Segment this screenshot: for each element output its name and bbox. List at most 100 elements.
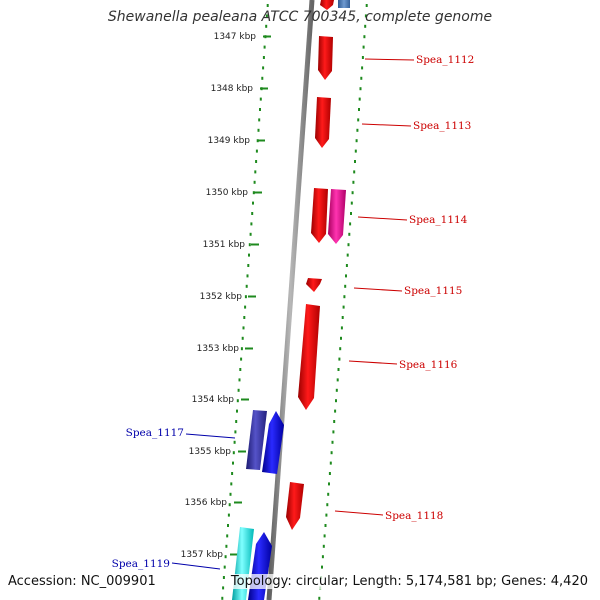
grid-dot bbox=[362, 45, 365, 49]
grid-dot bbox=[226, 534, 229, 538]
gene-label-spea-1114[interactable]: Spea_1114 bbox=[409, 214, 468, 226]
scale-tick: 1349 kbp bbox=[208, 136, 265, 146]
grid-dot bbox=[259, 97, 262, 101]
grid-dot bbox=[349, 222, 352, 226]
gene-label-spea-1116[interactable]: Spea_1116 bbox=[399, 359, 458, 371]
grid-dot bbox=[360, 76, 363, 80]
tick-label: 1354 kbp bbox=[192, 395, 235, 405]
grid-dot bbox=[263, 45, 266, 49]
grid-dot bbox=[248, 253, 250, 257]
grid-dot bbox=[241, 336, 244, 340]
grid-dot bbox=[225, 544, 228, 548]
grid-dot bbox=[346, 253, 349, 257]
gene-label-spea-1113[interactable]: Spea_1113 bbox=[413, 120, 471, 132]
grid-dot bbox=[333, 420, 336, 423]
grid-dot bbox=[262, 56, 265, 59]
grid-dot bbox=[340, 326, 343, 330]
grid-dot bbox=[352, 180, 355, 184]
gene-label-spea-1119[interactable]: Spea_1119 bbox=[112, 558, 170, 570]
gene-arrow-spea-1112[interactable] bbox=[318, 36, 333, 80]
grid-dot bbox=[365, 4, 368, 7]
grid-dot bbox=[238, 378, 241, 382]
grid-dot bbox=[335, 388, 338, 392]
scale-tick: 1350 kbp bbox=[206, 188, 262, 198]
grid-dot bbox=[251, 212, 254, 215]
scale-tick: 1352 kbp bbox=[200, 292, 256, 302]
grid-dot bbox=[236, 409, 238, 413]
tick-label: 1355 kbp bbox=[189, 447, 232, 457]
accession-text: Accession: NC_009901 bbox=[8, 574, 156, 589]
grid-dot bbox=[329, 461, 332, 465]
grid-dot bbox=[328, 472, 331, 475]
gene-label-spea-1115[interactable]: Spea_1115 bbox=[404, 285, 462, 297]
grid-dot bbox=[244, 305, 247, 309]
tick-label: 1356 kbp bbox=[185, 498, 228, 508]
grid-dot bbox=[252, 191, 255, 195]
grid-dot bbox=[244, 295, 247, 299]
grid-dot bbox=[353, 170, 356, 174]
grid-dot bbox=[357, 118, 360, 122]
grid-dot bbox=[258, 118, 261, 122]
topology-text: Topology: circular; Length: 5,174,581 bp… bbox=[228, 574, 590, 589]
callout-line bbox=[361, 123, 412, 127]
grid-dot bbox=[245, 284, 248, 288]
grid-dot bbox=[232, 451, 235, 455]
grid-dot bbox=[227, 524, 229, 527]
grid-dot bbox=[347, 243, 350, 247]
grid-dot bbox=[354, 149, 357, 153]
grid-dot bbox=[266, 4, 269, 7]
gene-arrow-spea-1117[interactable] bbox=[262, 411, 284, 474]
callout-line bbox=[171, 562, 221, 570]
gene-label-spea-1118[interactable]: Spea_1118 bbox=[385, 510, 443, 522]
grid-dot bbox=[253, 180, 256, 184]
grid-dot bbox=[345, 264, 348, 267]
grid-dot bbox=[252, 201, 254, 205]
grid-dot bbox=[229, 492, 232, 496]
grid-dot bbox=[328, 482, 330, 486]
grid-dot bbox=[240, 357, 243, 361]
grid-dot bbox=[259, 108, 261, 111]
gene-arrow-spea-1118[interactable] bbox=[286, 482, 304, 530]
gene-arrow-spea-1117a[interactable] bbox=[246, 410, 267, 470]
grid-dot bbox=[355, 139, 358, 143]
grid-dot bbox=[250, 222, 253, 226]
grid-dot bbox=[326, 503, 329, 507]
grid-dot bbox=[233, 440, 236, 444]
grid-dot bbox=[227, 513, 230, 517]
gene-label-spea-1112[interactable]: Spea_1112 bbox=[416, 54, 474, 66]
gene-arrow-spea-1115[interactable] bbox=[306, 278, 322, 292]
scale-tick: 1347 kbp bbox=[214, 32, 271, 42]
tick-label: 1351 kbp bbox=[203, 240, 246, 250]
tick-label: 1347 kbp bbox=[214, 32, 257, 42]
grid-dot bbox=[341, 316, 344, 319]
grid-dot bbox=[330, 451, 333, 455]
grid-dot bbox=[331, 440, 334, 444]
grid-dot bbox=[324, 524, 327, 527]
tick-label: 1348 kbp bbox=[211, 84, 254, 94]
grid-dot bbox=[222, 586, 225, 590]
tick-label: 1353 kbp bbox=[197, 344, 240, 354]
grid-dot bbox=[336, 378, 339, 382]
grid-dot bbox=[364, 24, 367, 28]
grid-dot bbox=[342, 305, 345, 309]
gene-label-spea-1117[interactable]: Spea_1117 bbox=[126, 427, 184, 439]
grid-dot bbox=[234, 430, 237, 434]
grid-dot bbox=[221, 596, 224, 600]
grid-dot bbox=[339, 347, 342, 351]
grid-dot bbox=[318, 596, 321, 600]
gene-arrow-steel[interactable] bbox=[338, 0, 350, 8]
grid-dot bbox=[361, 56, 364, 59]
gene-arrow-spea-1114b[interactable] bbox=[328, 189, 346, 244]
grid-dot bbox=[354, 160, 356, 163]
grid-dot bbox=[243, 316, 246, 319]
scale-tick: 1348 kbp bbox=[211, 84, 268, 94]
gene-arrow-spea-1111[interactable] bbox=[320, 0, 334, 10]
gene-arrow-spea-1114[interactable] bbox=[311, 188, 328, 243]
grid-dot bbox=[248, 243, 251, 247]
grid-dot bbox=[222, 576, 225, 579]
grid-dot bbox=[340, 336, 342, 340]
gene-arrow-spea-1113[interactable] bbox=[315, 97, 331, 148]
grid-dot bbox=[236, 399, 239, 403]
gene-arrow-spea-1116[interactable] bbox=[298, 304, 320, 410]
grid-dot bbox=[364, 14, 367, 18]
